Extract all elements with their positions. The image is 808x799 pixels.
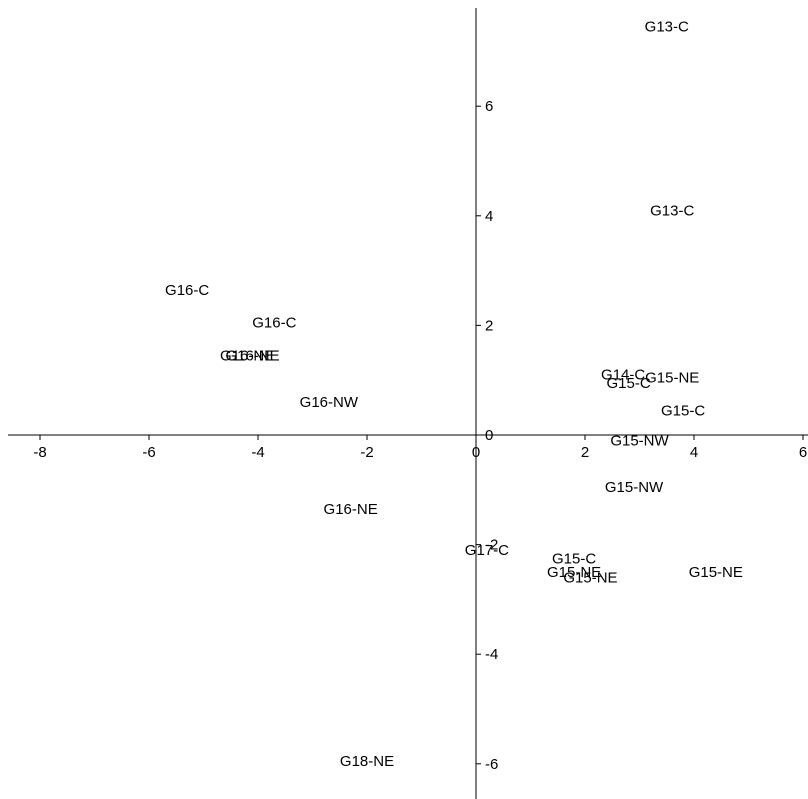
- data-point-label: G16-NW: [300, 394, 359, 411]
- y-tick-label: -2: [485, 537, 498, 554]
- y-tick-label: 0: [485, 427, 493, 444]
- data-point-label: G16-NE: [324, 501, 378, 518]
- y-tick-label: 2: [485, 317, 493, 334]
- y-tick-label: -6: [485, 756, 498, 773]
- data-point-label: G15-NE: [689, 564, 743, 581]
- data-point-label: G16-C: [252, 315, 296, 332]
- data-point-label: G15-NE: [645, 369, 699, 386]
- x-axis-ticks: -8 -6 -4 -2 0 2 4 6: [33, 435, 807, 461]
- y-axis-ticks: -6 -4 -2 0 2 4 6: [476, 98, 498, 773]
- x-tick-label: 0: [472, 444, 480, 461]
- data-point-label: G17-C: [465, 542, 509, 559]
- y-tick-label: 4: [485, 208, 493, 225]
- data-point-label: G15-NW: [610, 432, 669, 449]
- x-tick-label: 2: [581, 444, 589, 461]
- data-point-label: G15-C: [661, 402, 705, 419]
- data-point-label: G15-NW: [605, 479, 664, 496]
- x-tick-label: -2: [360, 444, 373, 461]
- x-tick-label: -6: [142, 444, 155, 461]
- x-tick-label: -8: [33, 444, 46, 461]
- data-point-label: G16-C: [165, 282, 209, 299]
- data-point-label: G15-C: [607, 375, 651, 392]
- y-tick-label: -4: [485, 646, 498, 663]
- x-tick-label: -4: [251, 444, 264, 461]
- x-tick-label: 6: [799, 444, 807, 461]
- data-point-label: G14-C: [601, 367, 645, 384]
- x-tick-label: 4: [690, 444, 698, 461]
- data-point-label: G18-NE: [340, 753, 394, 770]
- data-point-label: G15-C: [552, 550, 596, 567]
- data-point-label: G16-NE: [225, 348, 279, 365]
- data-point-label: G13-C: [645, 19, 689, 36]
- data-point-label: G15-NE: [547, 564, 601, 581]
- data-point-labels: G13-CG13-CG16-CG16-CG16-NEG16-NEG16-NWG1…: [165, 19, 743, 770]
- data-point-label: G13-C: [650, 202, 694, 219]
- data-point-label: G16-NE: [220, 348, 274, 365]
- y-tick-label: 6: [485, 98, 493, 115]
- data-point-label: G15-NE: [563, 569, 617, 586]
